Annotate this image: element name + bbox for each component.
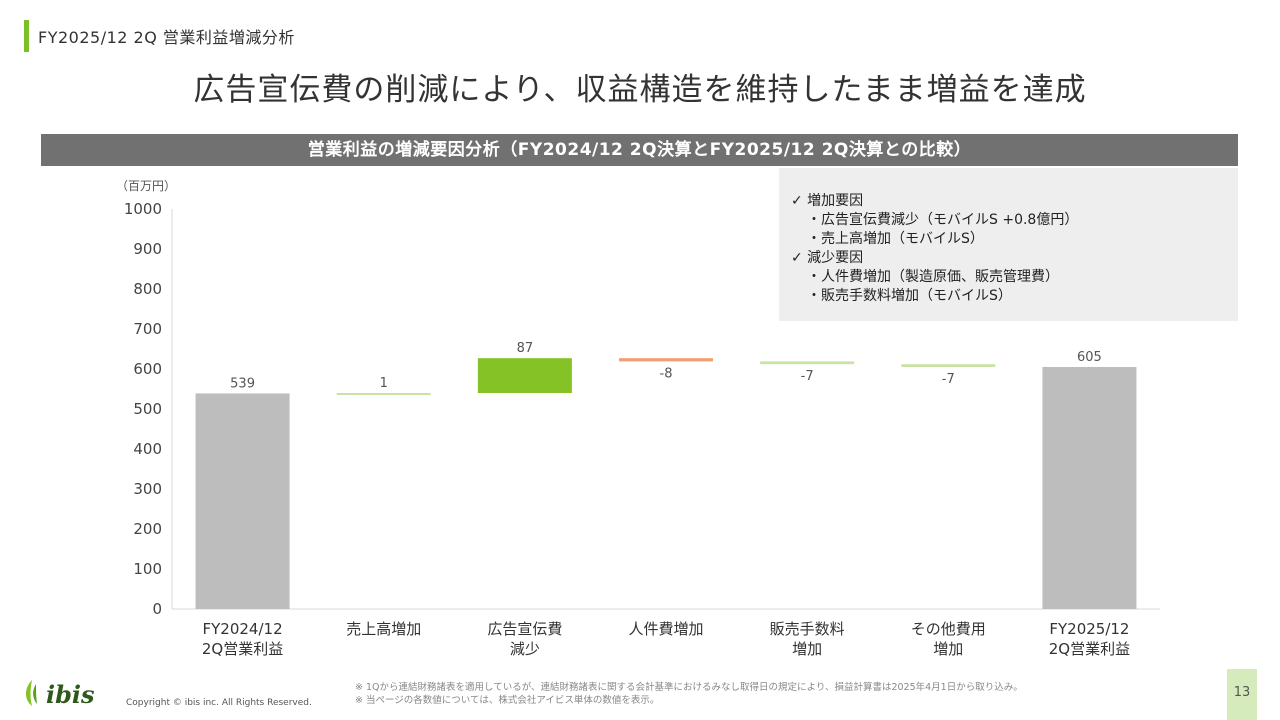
y-tick-label: 900: [133, 240, 162, 258]
y-tick-label: 200: [133, 520, 162, 538]
section-title: FY2025/12 2Q 営業利益増減分析: [38, 28, 295, 47]
x-category-label: 2Q営業利益: [1049, 640, 1130, 658]
waterfall-bar: [619, 358, 713, 362]
y-tick-label: 700: [133, 320, 162, 338]
footnote: ※ 1Qから連結財務諸表を適用しているが、連結財務諸表に関する会計基準におけるみ…: [355, 682, 1023, 693]
section-accent-bar: [24, 20, 29, 52]
x-category-label: 減少: [510, 640, 540, 658]
waterfall-bar: [336, 393, 431, 395]
y-tick-label: 800: [133, 280, 162, 298]
footnote: ※ 当ページの各数値については、株式会社アイビス単体の数値を表示。: [355, 695, 660, 706]
x-category-label: 販売手数料: [770, 620, 845, 638]
data-label: -7: [942, 372, 955, 387]
increase-item: ・売上高増加（モバイルS）: [807, 231, 984, 247]
y-tick-label: 500: [133, 400, 162, 418]
x-category-label: FY2024/12: [203, 620, 283, 638]
data-label: -7: [801, 369, 814, 384]
notes-box: ✓ 増加要因 ・広告宣伝費減少（モバイルS +0.8億円） ・売上高増加（モバイ…: [779, 168, 1238, 321]
decrease-item: ・販売手数料増加（モバイルS）: [807, 288, 1012, 304]
y-tick-label: 0: [152, 600, 162, 618]
data-label: 605: [1077, 350, 1102, 365]
x-category-label: 増加: [933, 640, 963, 658]
decrease-heading: ✓ 減少要因: [791, 250, 864, 266]
increase-item: ・広告宣伝費減少（モバイルS +0.8億円）: [807, 212, 1079, 228]
y-tick-label: 1000: [124, 200, 162, 218]
data-label: -8: [660, 366, 673, 381]
y-tick-label: 100: [133, 560, 162, 578]
data-label: 87: [517, 341, 534, 356]
waterfall-bar: [760, 361, 855, 365]
page-headline: 広告宣伝費の削減により、収益構造を維持したまま増益を達成: [193, 72, 1087, 108]
x-category-label: 広告宣伝費: [487, 620, 562, 638]
copyright: Copyright © ibis inc. All Rights Reserve…: [126, 698, 312, 708]
y-unit-label: （百万円）: [116, 179, 177, 193]
x-category-label: 売上高増加: [346, 620, 421, 638]
waterfall-bar: [1042, 367, 1137, 609]
y-tick-label: 300: [133, 480, 162, 498]
waterfall-bar: [477, 358, 572, 393]
waterfall-bar: [195, 393, 290, 609]
data-label: 1: [380, 376, 388, 391]
data-label: 539: [230, 376, 255, 391]
x-category-label: その他費用: [911, 620, 986, 638]
y-tick-label: 600: [133, 360, 162, 378]
increase-heading: ✓ 増加要因: [791, 193, 864, 209]
x-category-label: FY2025/12: [1049, 620, 1129, 638]
logo-text: ibis: [46, 680, 95, 709]
waterfall-bar: [901, 364, 996, 367]
x-category-label: 増加: [792, 640, 822, 658]
page-number: 13: [1227, 669, 1257, 720]
x-category-label: 人件費増加: [628, 620, 703, 638]
chart-banner: 営業利益の増減要因分析（FY2024/12 2Q決算とFY2025/12 2Q決…: [41, 134, 1238, 166]
decrease-item: ・人件費増加（製造原価、販売管理費）: [807, 269, 1059, 285]
ibis-logo: ibis: [26, 680, 95, 709]
y-tick-label: 400: [133, 440, 162, 458]
x-category-label: 2Q営業利益: [202, 640, 283, 658]
